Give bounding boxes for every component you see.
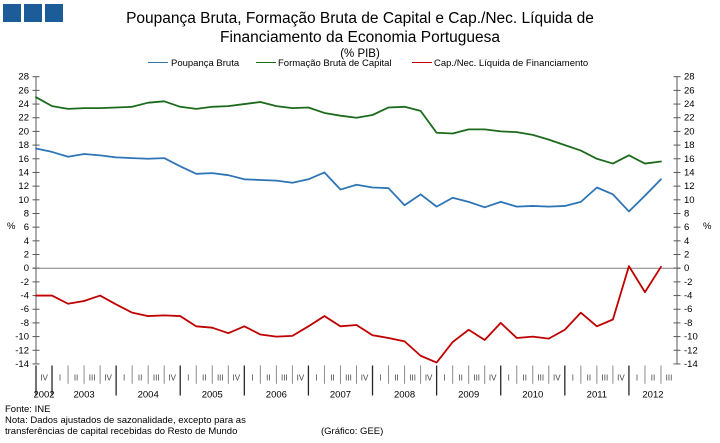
svg-text:14: 14: [684, 167, 695, 178]
svg-text:2009: 2009: [458, 390, 479, 401]
svg-text:-14: -14: [684, 359, 698, 370]
svg-text:I: I: [123, 374, 125, 383]
svg-text:-12: -12: [15, 345, 29, 356]
svg-text:16: 16: [18, 154, 29, 165]
svg-text:-2: -2: [21, 277, 29, 288]
svg-text:IV: IV: [617, 374, 625, 383]
svg-text:10: 10: [18, 195, 29, 206]
svg-text:28: 28: [18, 72, 29, 83]
svg-text:14: 14: [18, 167, 29, 178]
svg-text:-8: -8: [684, 318, 692, 329]
svg-text:20: 20: [684, 126, 695, 137]
svg-text:III: III: [345, 374, 352, 383]
svg-text:22: 22: [18, 113, 29, 124]
svg-text:2: 2: [24, 250, 29, 261]
svg-text:16: 16: [684, 154, 695, 165]
svg-text:III: III: [602, 374, 609, 383]
svg-text:IV: IV: [40, 374, 48, 383]
svg-text:I: I: [636, 374, 638, 383]
svg-text:4: 4: [684, 236, 689, 247]
svg-text:I: I: [379, 374, 381, 383]
svg-text:6: 6: [684, 222, 689, 233]
svg-text:2002: 2002: [33, 390, 54, 401]
svg-text:2004: 2004: [138, 390, 159, 401]
svg-text:II: II: [587, 374, 591, 383]
svg-text:-10: -10: [684, 332, 698, 343]
svg-text:-2: -2: [684, 277, 692, 288]
svg-text:2008: 2008: [394, 390, 415, 401]
svg-text:2: 2: [684, 250, 689, 261]
svg-text:I: I: [315, 374, 317, 383]
svg-text:I: I: [508, 374, 510, 383]
svg-text:IV: IV: [297, 374, 305, 383]
svg-text:III: III: [217, 374, 224, 383]
svg-text:-8: -8: [21, 318, 29, 329]
svg-text:IV: IV: [168, 374, 176, 383]
svg-text:II: II: [202, 374, 206, 383]
svg-text:II: II: [651, 374, 655, 383]
svg-text:III: III: [666, 374, 673, 383]
svg-text:I: I: [572, 374, 574, 383]
svg-text:IV: IV: [361, 374, 369, 383]
svg-text:12: 12: [684, 181, 695, 192]
svg-text:I: I: [187, 374, 189, 383]
svg-text:24: 24: [684, 99, 695, 110]
svg-text:26: 26: [684, 85, 695, 96]
svg-text:10: 10: [684, 195, 695, 206]
svg-text:III: III: [281, 374, 288, 383]
svg-text:0: 0: [24, 263, 29, 274]
svg-text:II: II: [394, 374, 398, 383]
svg-text:-14: -14: [15, 359, 29, 370]
svg-text:III: III: [537, 374, 544, 383]
svg-text:II: II: [138, 374, 142, 383]
svg-text:2011: 2011: [587, 390, 607, 401]
svg-text:18: 18: [18, 140, 29, 151]
svg-text:III: III: [409, 374, 416, 383]
svg-text:II: II: [74, 374, 78, 383]
svg-text:-4: -4: [684, 291, 692, 302]
svg-text:-12: -12: [684, 345, 698, 356]
svg-text:-6: -6: [684, 304, 692, 315]
svg-text:II: II: [330, 374, 334, 383]
svg-text:4: 4: [24, 236, 29, 247]
svg-text:6: 6: [24, 222, 29, 233]
svg-text:-4: -4: [21, 291, 29, 302]
svg-text:IV: IV: [553, 374, 561, 383]
svg-text:III: III: [153, 374, 160, 383]
svg-text:8: 8: [684, 208, 689, 219]
svg-text:26: 26: [18, 85, 29, 96]
svg-text:II: II: [458, 374, 462, 383]
svg-text:28: 28: [684, 72, 695, 83]
svg-text:2012: 2012: [642, 390, 663, 401]
svg-text:2005: 2005: [202, 390, 223, 401]
svg-text:IV: IV: [425, 374, 433, 383]
svg-text:-6: -6: [21, 304, 29, 315]
svg-text:0: 0: [684, 263, 689, 274]
svg-text:II: II: [523, 374, 527, 383]
svg-text:IV: IV: [104, 374, 112, 383]
svg-text:III: III: [89, 374, 96, 383]
svg-text:22: 22: [684, 113, 695, 124]
svg-text:8: 8: [24, 208, 29, 219]
svg-text:2003: 2003: [74, 390, 95, 401]
svg-text:III: III: [473, 374, 480, 383]
svg-text:20: 20: [18, 126, 29, 137]
svg-text:IV: IV: [233, 374, 241, 383]
svg-text:2006: 2006: [266, 390, 287, 401]
svg-text:I: I: [251, 374, 253, 383]
svg-text:12: 12: [18, 181, 29, 192]
svg-text:I: I: [59, 374, 61, 383]
svg-text:24: 24: [18, 99, 29, 110]
svg-text:IV: IV: [489, 374, 497, 383]
svg-text:18: 18: [684, 140, 695, 151]
svg-text:II: II: [266, 374, 270, 383]
svg-text:I: I: [444, 374, 446, 383]
svg-text:2010: 2010: [522, 390, 543, 401]
svg-text:2007: 2007: [330, 390, 351, 401]
svg-text:-10: -10: [15, 332, 29, 343]
